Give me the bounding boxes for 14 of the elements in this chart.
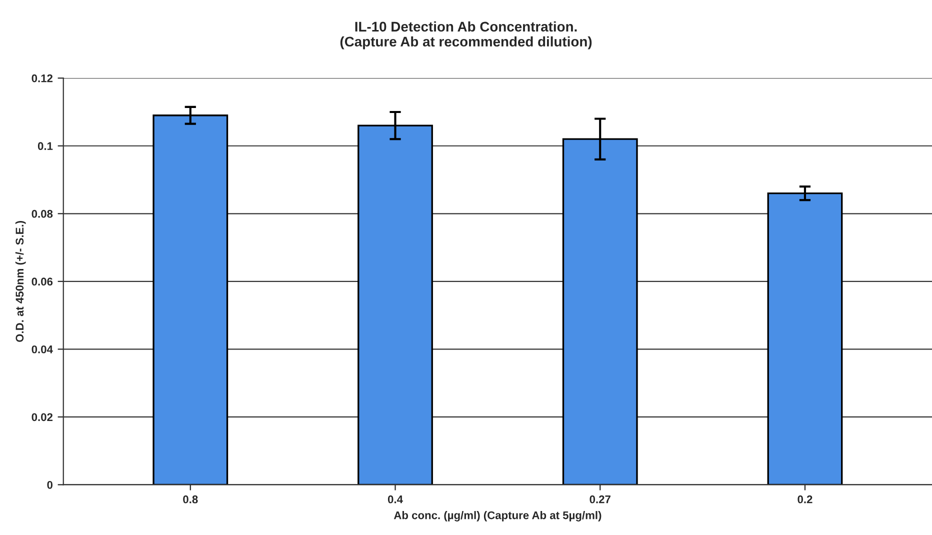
y-tick-label: 0.04 — [32, 345, 53, 354]
y-tick-label: 0.12 — [32, 74, 53, 82]
y-tick-label: 0.06 — [32, 278, 53, 286]
y-tick-label: 0 — [47, 480, 53, 489]
x-tick-label: 0.8 — [183, 495, 198, 504]
chart-title: IL-10 Detection Ab Concentration. (Capture Ab at recommended dilution) — [340, 21, 592, 50]
x-axis-title: Ab conc. (µg/ml) (Capture Ab at 5µg/ml) — [394, 511, 602, 522]
y-tick-label: 0.02 — [32, 413, 53, 422]
x-tick-label: 0.4 — [388, 495, 403, 504]
x-tick-label: 0.27 — [590, 495, 610, 504]
y-tick-label: 0.08 — [32, 210, 53, 218]
x-tick-label: 0.2 — [798, 495, 812, 504]
y-tick-label: 0.1 — [38, 142, 53, 150]
y-axis-title: O.D. at 450nm (+/- S.E.) — [15, 220, 26, 342]
